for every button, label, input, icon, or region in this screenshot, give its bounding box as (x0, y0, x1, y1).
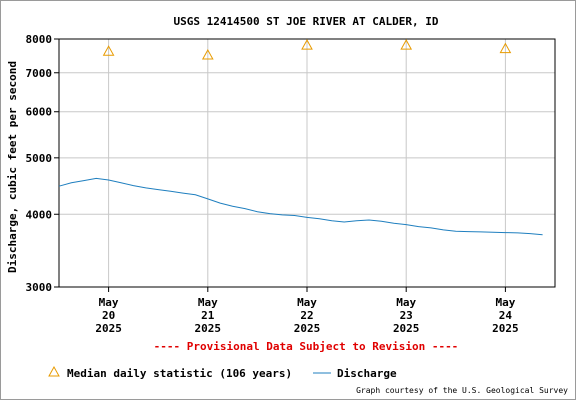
y-tick-label: 8000 (26, 33, 53, 46)
credit-text: Graph courtesy of the U.S. Geological Su… (356, 386, 568, 395)
x-tick-label: 2025 (294, 322, 321, 335)
y-tick-label: 5000 (26, 152, 53, 165)
legend-discharge-label: Discharge (337, 367, 397, 380)
median-marker (400, 39, 413, 50)
y-axis-ticks: 3000 4000 5000 6000 7000 8000 (26, 33, 59, 294)
legend: Median daily statistic (106 years) Disch… (48, 365, 397, 380)
y-tick-label: 7000 (26, 67, 53, 80)
x-tick-label: 2025 (393, 322, 420, 335)
legend-median-label: Median daily statistic (106 years) (67, 367, 292, 380)
x-tick-label: May (198, 296, 218, 309)
x-tick-label: 20 (102, 309, 115, 322)
x-axis-ticks: May202025May212025May222025May232025May2… (95, 287, 519, 335)
x-tick-label: May (297, 296, 317, 309)
x-tick-label: 24 (499, 309, 513, 322)
y-tick-label: 6000 (26, 106, 53, 119)
y-tick-label: 4000 (26, 208, 53, 221)
y-axis-label: Discharge, cubic feet per second (6, 61, 19, 273)
median-marker (102, 45, 115, 56)
y-tick-label: 3000 (26, 281, 53, 294)
provisional-notice: ---- Provisional Data Subject to Revisio… (154, 340, 459, 353)
x-tick-label: May (396, 296, 416, 309)
grid-lines (59, 39, 555, 287)
x-tick-label: May (495, 296, 515, 309)
legend-median-marker (48, 365, 60, 377)
median-marker (499, 42, 512, 54)
x-tick-label: 2025 (195, 322, 222, 335)
x-tick-label: 22 (300, 309, 313, 322)
x-tick-label: 23 (400, 309, 413, 322)
median-marker (201, 48, 214, 60)
x-tick-label: 2025 (492, 322, 519, 335)
x-tick-label: 21 (201, 309, 215, 322)
x-tick-label: May (99, 296, 119, 309)
series-layer (58, 39, 543, 236)
chart-title: USGS 12414500 ST JOE RIVER AT CALDER, ID (174, 15, 439, 28)
discharge-line (58, 177, 543, 236)
x-tick-label: 2025 (95, 322, 122, 335)
median-marker (301, 39, 313, 50)
